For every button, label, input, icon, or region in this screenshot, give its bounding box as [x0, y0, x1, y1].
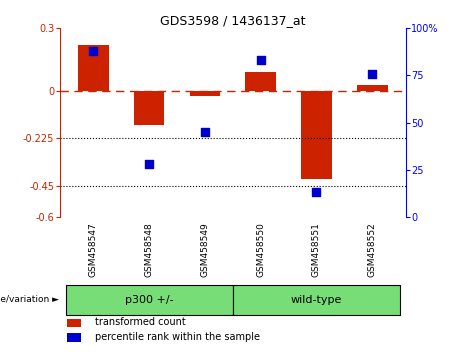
Bar: [301, 91, 332, 179]
Bar: [78, 45, 109, 91]
Text: GSM458548: GSM458548: [145, 222, 154, 277]
Text: p300 +/-: p300 +/-: [125, 295, 173, 305]
Bar: [233, 285, 400, 315]
Point: [313, 190, 320, 195]
Bar: [67, 333, 82, 342]
Bar: [189, 91, 220, 96]
Point: [90, 48, 97, 54]
Point: [201, 129, 209, 135]
Bar: [245, 72, 276, 91]
Bar: [67, 319, 82, 327]
Text: genotype/variation ►: genotype/variation ►: [0, 295, 59, 304]
Bar: [357, 85, 388, 91]
Point: [146, 161, 153, 167]
Text: GSM458552: GSM458552: [368, 222, 377, 277]
Text: wild-type: wild-type: [291, 295, 342, 305]
Point: [257, 58, 264, 63]
Text: percentile rank within the sample: percentile rank within the sample: [95, 332, 260, 342]
Bar: [65, 285, 233, 315]
Point: [368, 71, 376, 76]
Text: transformed count: transformed count: [95, 318, 185, 327]
Text: GSM458550: GSM458550: [256, 222, 265, 277]
Text: GSM458551: GSM458551: [312, 222, 321, 277]
Bar: [134, 91, 165, 125]
Text: GSM458549: GSM458549: [201, 222, 209, 277]
Title: GDS3598 / 1436137_at: GDS3598 / 1436137_at: [160, 14, 306, 27]
Text: GSM458547: GSM458547: [89, 222, 98, 277]
